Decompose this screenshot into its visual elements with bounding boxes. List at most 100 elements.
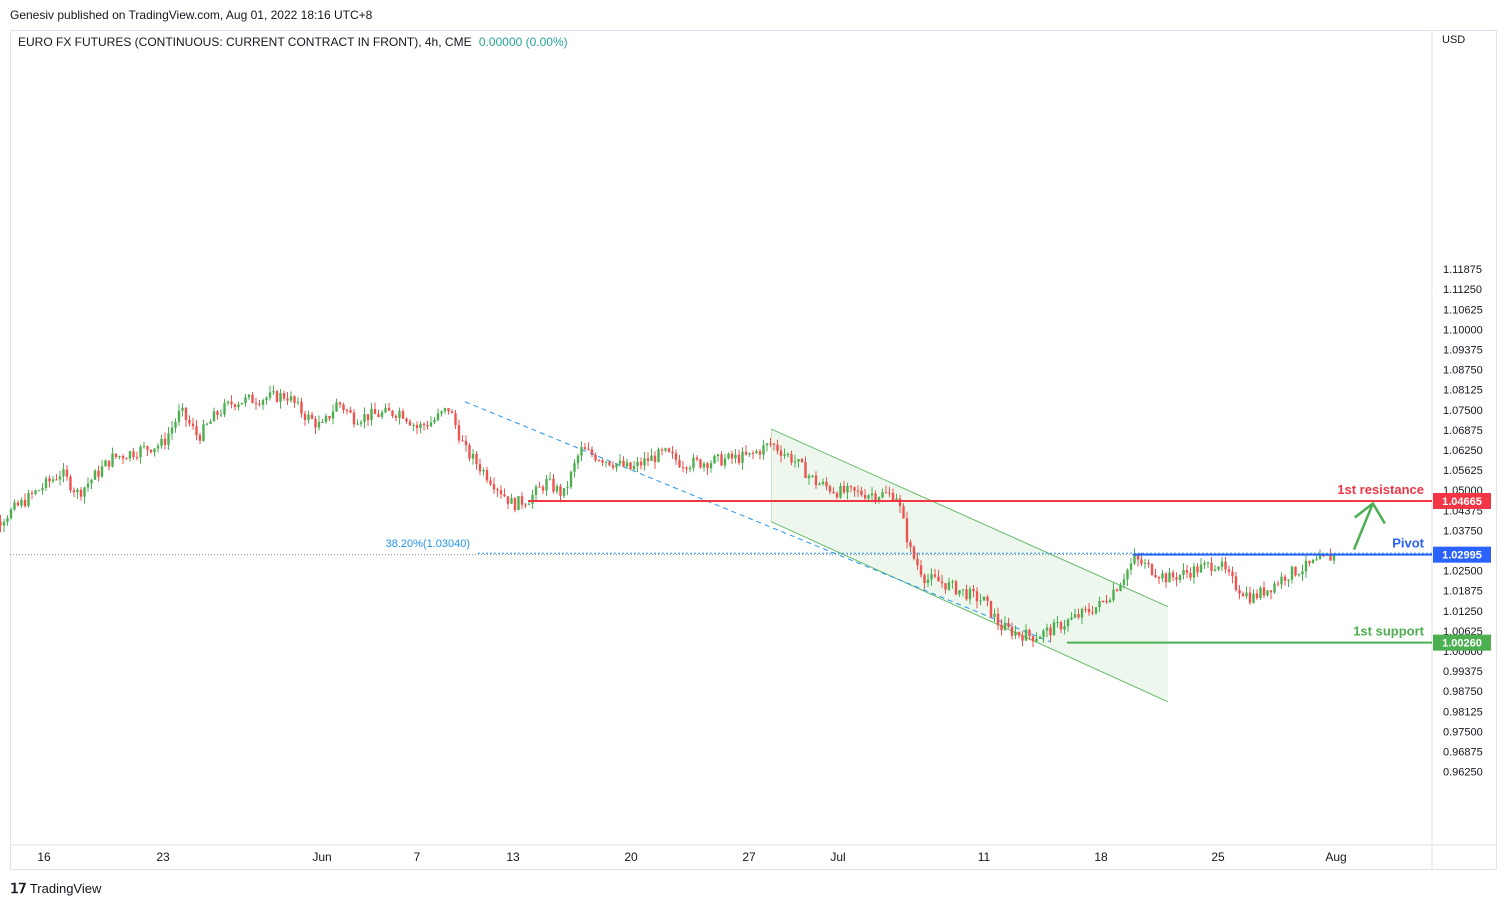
candle-body — [23, 499, 27, 507]
candle-body — [1227, 569, 1231, 572]
candle-body — [545, 479, 548, 491]
candle-body — [632, 465, 636, 470]
channel-lower-line[interactable] — [771, 521, 1169, 703]
candle-body — [1290, 566, 1294, 580]
candle-body — [653, 455, 657, 463]
x-tick-label: 7 — [414, 850, 421, 864]
projection-arrow-shaft[interactable] — [1352, 502, 1375, 551]
candle-body — [1133, 555, 1136, 564]
candle-body — [506, 496, 510, 504]
candle-body — [919, 565, 923, 576]
candle-body — [776, 444, 779, 451]
candle-body — [342, 404, 345, 410]
candle-body — [1091, 612, 1094, 614]
candle-body — [1269, 590, 1273, 593]
candle-body — [930, 574, 933, 580]
candle-body — [37, 490, 41, 492]
candle-body — [821, 481, 825, 484]
candle-body — [849, 486, 853, 488]
candle-body — [657, 449, 660, 463]
candle-body — [524, 504, 527, 506]
candle-body — [177, 410, 181, 422]
candle-body — [202, 424, 205, 441]
fib-level-label: 38.20%(1.03040) — [386, 538, 470, 550]
candle-body — [937, 576, 940, 582]
candle-body — [702, 463, 706, 468]
candle-body — [734, 454, 737, 459]
y-tick-label: 1.03750 — [1443, 525, 1483, 537]
candle-body — [20, 499, 23, 506]
candle-body — [6, 518, 9, 522]
candle-body — [1017, 631, 1021, 636]
candle-body — [625, 462, 629, 467]
candle-body — [450, 411, 454, 414]
candle-body — [55, 479, 58, 481]
candle-body — [296, 401, 300, 403]
candle-body — [664, 448, 667, 451]
candle-body — [1031, 636, 1035, 642]
candle-body — [209, 421, 212, 424]
candle-body — [268, 392, 272, 398]
candle-body — [923, 575, 926, 583]
candle-body — [272, 391, 275, 393]
candle-body — [384, 407, 387, 413]
channel-upper-line[interactable] — [771, 428, 1169, 608]
candle-body — [356, 423, 359, 425]
candle-body — [590, 449, 594, 455]
candle-body — [1224, 561, 1227, 570]
candle-body — [132, 451, 135, 457]
resistance-price-tag[interactable] — [1433, 492, 1491, 509]
candle-body — [65, 469, 69, 477]
candle-body — [447, 408, 450, 412]
candle-body — [1255, 593, 1259, 599]
footer-brand[interactable]: 𝟣𝟩 TradingView — [10, 880, 101, 897]
candle-body — [860, 490, 863, 496]
candle-body — [688, 467, 692, 470]
candle-body — [1206, 562, 1210, 564]
candle-body — [1003, 623, 1007, 631]
candle-body — [825, 481, 828, 487]
candle-body — [1049, 627, 1052, 636]
candle-body — [996, 613, 1000, 625]
y-tick-label: 1.08125 — [1443, 385, 1483, 397]
candle-body — [1042, 630, 1045, 637]
chart-frame[interactable] — [10, 30, 1497, 870]
candle-body — [9, 509, 13, 519]
candle-body — [1196, 566, 1199, 573]
candle-body — [660, 449, 664, 451]
candle-body — [765, 443, 769, 446]
y-tick-label: 1.11250 — [1443, 284, 1482, 296]
candle-body — [846, 486, 849, 493]
candle-body — [370, 409, 373, 421]
candle-body — [443, 408, 447, 412]
candle-body — [503, 494, 506, 497]
y-tick-label: 0.98125 — [1443, 706, 1483, 718]
candle-body — [1028, 629, 1031, 637]
candle-body — [853, 487, 856, 491]
candle-body — [135, 456, 139, 458]
candle-body — [1161, 573, 1164, 579]
candle-body — [650, 455, 653, 461]
candle-body — [1287, 579, 1290, 581]
y-tick-label: 1.09375 — [1443, 345, 1483, 357]
candle-body — [300, 401, 303, 414]
pivot-price-tag[interactable] — [1433, 546, 1491, 563]
fib-trendline[interactable] — [464, 401, 1052, 643]
footer-brand-label: TradingView — [29, 881, 102, 896]
candle-body — [422, 423, 426, 426]
candle-body — [727, 453, 730, 459]
candle-body — [76, 489, 79, 493]
candle-body — [293, 396, 296, 403]
candle-body — [681, 466, 685, 468]
candle-body — [562, 488, 566, 496]
candle-body — [261, 400, 265, 405]
y-tick-label: 1.06875 — [1443, 425, 1483, 437]
candle-body — [363, 414, 366, 423]
candle-body — [1280, 576, 1283, 585]
candle-body — [380, 412, 384, 417]
candle-body — [709, 463, 713, 469]
support-price-tag[interactable] — [1433, 634, 1491, 651]
candle-body — [139, 446, 142, 458]
candle-body — [142, 446, 146, 448]
